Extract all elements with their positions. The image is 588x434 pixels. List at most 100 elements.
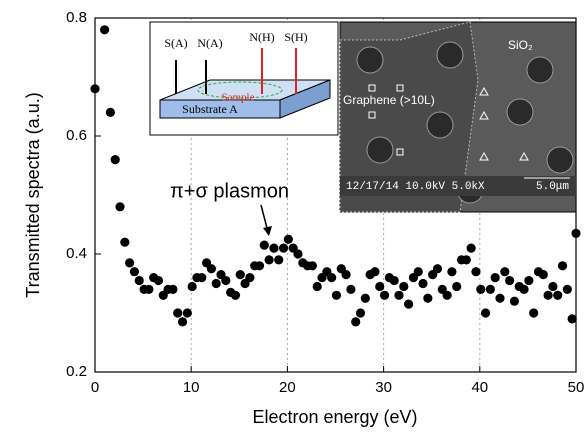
data-point: [379, 290, 390, 300]
y-tick-label: 0.8: [66, 9, 87, 26]
data-point: [346, 284, 356, 294]
schematic-label: S(A): [164, 36, 187, 50]
data-point: [466, 243, 476, 253]
data-point: [245, 273, 255, 283]
data-point: [375, 281, 385, 292]
sem-label: 12/17/14 10.0kV 5.0kX: [346, 181, 485, 193]
schematic-label: N(H): [249, 30, 274, 44]
data-point: [562, 284, 572, 294]
data-point: [221, 275, 231, 286]
data-point: [283, 234, 293, 244]
data-point: [168, 284, 178, 294]
data-point: [129, 267, 140, 277]
hole: [526, 56, 554, 84]
data-point: [120, 237, 130, 247]
data-point: [418, 278, 428, 289]
data-point: [404, 299, 414, 309]
data-point: [278, 243, 289, 253]
data-point: [452, 281, 462, 292]
marker: [368, 84, 376, 92]
data-point: [269, 243, 279, 253]
y-tick-label: 0.6: [66, 127, 87, 144]
marker: [519, 151, 529, 161]
sample-region: [197, 81, 283, 99]
data-point: [197, 273, 207, 283]
x-tick-label: 20: [279, 379, 296, 396]
x-tick-label: 50: [568, 379, 585, 396]
schematic-label: N(A): [197, 36, 222, 50]
data-point: [505, 275, 515, 286]
data-point: [264, 255, 274, 265]
data-point: [485, 284, 495, 294]
data-point: [471, 267, 481, 277]
data-point: [509, 296, 520, 306]
data-point: [355, 308, 366, 318]
data-point: [331, 290, 342, 300]
y-axis-label: Transmitted spectra (a.u.): [23, 92, 43, 297]
marker: [368, 111, 376, 119]
data-point: [125, 258, 135, 268]
x-tick-label: 0: [91, 379, 99, 396]
data-point: [115, 202, 125, 212]
sem-label: Graphene (>10L): [343, 93, 435, 107]
hole: [366, 136, 394, 164]
data-point: [293, 249, 303, 259]
data-point: [524, 275, 534, 286]
data-point: [307, 261, 318, 271]
data-point: [389, 275, 399, 286]
sem-label: 5.0μm: [536, 181, 569, 193]
data-point: [553, 290, 563, 300]
substrate-side: [279, 79, 331, 119]
hole: [426, 111, 454, 139]
data-point: [206, 264, 217, 274]
data-point: [235, 270, 245, 280]
y-tick-label: 0.4: [66, 245, 87, 262]
data-point: [211, 278, 221, 289]
arrow-head: [263, 226, 272, 236]
hole: [356, 46, 384, 74]
hole: [506, 98, 534, 126]
hole: [436, 41, 464, 69]
data-point: [432, 264, 443, 274]
data-point: [548, 281, 558, 292]
data-point: [254, 261, 265, 271]
data-point: [557, 261, 568, 271]
data-point: [571, 228, 581, 238]
data-point: [230, 290, 241, 300]
data-point: [274, 255, 284, 265]
data-point: [144, 284, 154, 294]
data-point: [360, 293, 370, 303]
data-point: [100, 25, 110, 35]
data-point: [394, 290, 404, 300]
x-axis-label: Electron energy (eV): [252, 407, 417, 427]
data-point: [173, 308, 183, 318]
data-point: [461, 255, 471, 265]
data-point: [351, 317, 361, 327]
marker: [479, 151, 489, 161]
schematic-label: S(H): [284, 30, 307, 44]
data-point: [134, 275, 144, 286]
data-point: [370, 267, 380, 277]
data-point: [543, 290, 553, 300]
data-point: [529, 308, 539, 318]
data-point: [447, 267, 457, 277]
y-tick-label: 0.2: [66, 363, 87, 380]
data-point: [327, 273, 337, 283]
data-point: [153, 275, 164, 286]
data-point: [495, 293, 505, 303]
schematic-label: Sample: [222, 92, 255, 104]
data-point: [500, 267, 510, 277]
x-tick-label: 10: [183, 379, 200, 396]
x-tick-label: 30: [375, 379, 392, 396]
data-point: [110, 155, 120, 165]
marker: [479, 86, 489, 96]
data-point: [490, 273, 500, 283]
data-point: [442, 290, 452, 300]
sem-label: SiO₂: [508, 38, 533, 52]
marker: [479, 110, 489, 120]
data-point: [399, 281, 409, 292]
data-point: [413, 267, 423, 277]
data-point: [567, 314, 577, 324]
